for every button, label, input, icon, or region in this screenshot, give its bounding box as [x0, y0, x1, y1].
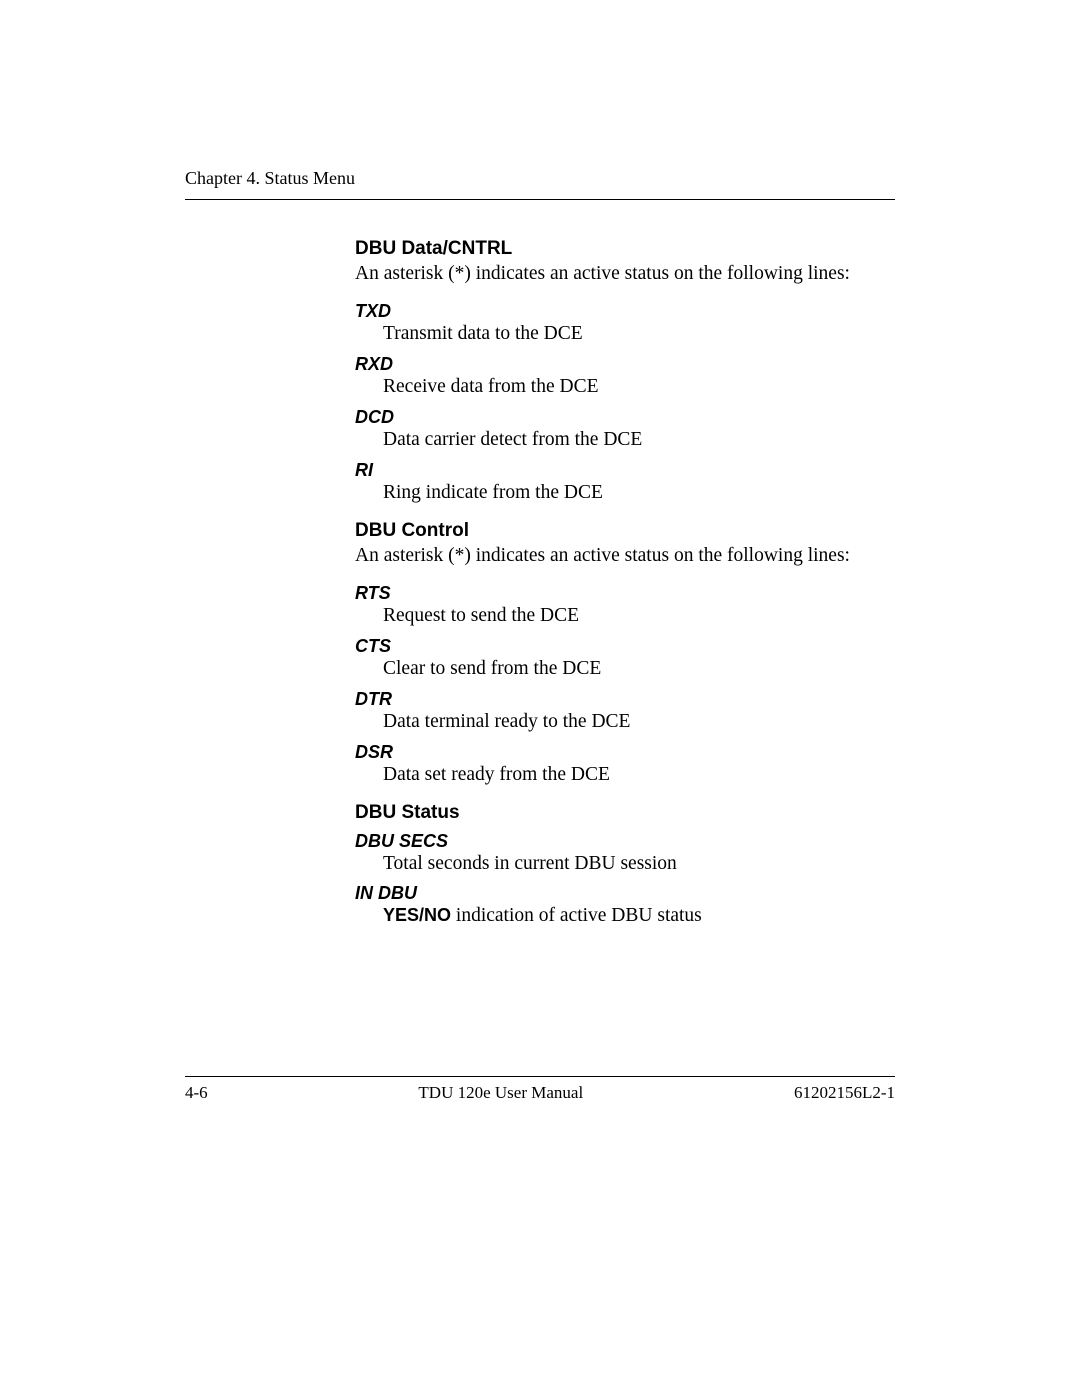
term-desc: Total seconds in current DBU session [355, 852, 895, 877]
term-ri: RI [355, 460, 895, 481]
section-intro: An asterisk (*) indicates an active stat… [355, 262, 895, 287]
term-dsr: DSR [355, 742, 895, 763]
term-cts: CTS [355, 636, 895, 657]
running-header: Chapter 4. Status Menu [185, 168, 895, 199]
term-txd: TXD [355, 301, 895, 322]
term-desc: Data carrier detect from the DCE [355, 428, 895, 453]
page-content: DBU Data/CNTRL An asterisk (*) indicates… [355, 238, 895, 929]
section-heading-dbu-control: DBU Control [355, 520, 895, 542]
definition-item: DTR Data terminal ready to the DCE [355, 689, 895, 735]
definition-item: DCD Data carrier detect from the DCE [355, 407, 895, 453]
section-heading-dbu-status: DBU Status [355, 802, 895, 824]
page-footer: 4-6 TDU 120e User Manual 61202156L2-1 [185, 1076, 895, 1103]
term-desc: Transmit data to the DCE [355, 322, 895, 347]
footer-doc-number: 61202156L2-1 [794, 1083, 895, 1103]
footer-manual-title: TDU 120e User Manual [418, 1083, 583, 1103]
yes-no-label: YES/NO [383, 905, 451, 925]
section-heading-dbu-data-cntrl: DBU Data/CNTRL [355, 238, 895, 260]
term-desc-tail: indication of active DBU status [451, 905, 702, 926]
term-in-dbu: IN DBU [355, 883, 895, 904]
footer-page-number: 4-6 [185, 1083, 208, 1103]
term-dbu-secs: DBU SECS [355, 831, 895, 852]
term-desc: Request to send the DCE [355, 604, 895, 629]
definition-item: RXD Receive data from the DCE [355, 354, 895, 400]
term-desc: Data set ready from the DCE [355, 763, 895, 788]
definition-item: DBU SECS Total seconds in current DBU se… [355, 831, 895, 877]
term-rts: RTS [355, 583, 895, 604]
definition-item: RI Ring indicate from the DCE [355, 460, 895, 506]
footer-row: 4-6 TDU 120e User Manual 61202156L2-1 [185, 1083, 895, 1103]
section-intro: An asterisk (*) indicates an active stat… [355, 544, 895, 569]
term-dtr: DTR [355, 689, 895, 710]
definition-item: IN DBU YES/NO indication of active DBU s… [355, 883, 895, 929]
term-desc: Clear to send from the DCE [355, 657, 895, 682]
term-desc: Data terminal ready to the DCE [355, 710, 895, 735]
document-page: Chapter 4. Status Menu DBU Data/CNTRL An… [0, 0, 1080, 1397]
definition-item: CTS Clear to send from the DCE [355, 636, 895, 682]
term-dcd: DCD [355, 407, 895, 428]
definition-item: TXD Transmit data to the DCE [355, 301, 895, 347]
footer-rule [185, 1076, 895, 1077]
definition-item: RTS Request to send the DCE [355, 583, 895, 629]
term-desc: Ring indicate from the DCE [355, 481, 895, 506]
definition-item: DSR Data set ready from the DCE [355, 742, 895, 788]
term-desc: YES/NO indication of active DBU status [355, 904, 895, 929]
header-rule [185, 199, 895, 200]
term-desc: Receive data from the DCE [355, 375, 895, 400]
term-rxd: RXD [355, 354, 895, 375]
